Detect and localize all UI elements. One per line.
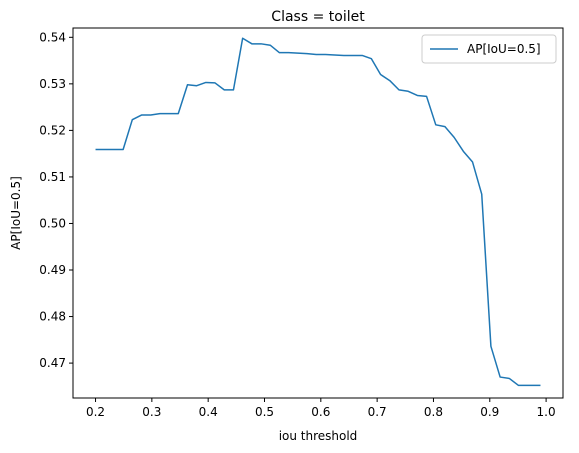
chart-title: Class = toilet: [271, 9, 365, 25]
plot-frame: [72, 27, 564, 399]
series-lines: [95, 37, 541, 387]
x-tick-label: 0.2: [86, 405, 105, 419]
x-tick-label: 0.3: [142, 405, 161, 419]
legend-box: [421, 34, 557, 64]
x-tick-label: 1.0: [537, 405, 556, 419]
y-axis: 0.47 0.48 0.49 0.50 0.51 0.52 0.53 0.54: [39, 30, 73, 370]
x-tick-label: 0.6: [311, 405, 330, 419]
y-tick-label: 0.51: [39, 170, 66, 184]
x-tick-label: 0.8: [424, 405, 443, 419]
y-axis-label: AP[IoU=0.5]: [9, 176, 23, 250]
x-axis: 0.2 0.3 0.4 0.5 0.6 0.7 0.8 0.9 1.0: [86, 398, 556, 419]
x-tick-label: 0.5: [255, 405, 274, 419]
y-tick-label: 0.54: [39, 30, 66, 44]
y-tick-label: 0.52: [39, 123, 66, 137]
legend-label: AP[IoU=0.5]: [467, 42, 541, 56]
x-tick-label: 0.7: [368, 405, 387, 419]
y-tick-label: 0.48: [39, 310, 66, 324]
y-tick-label: 0.49: [39, 263, 66, 277]
x-axis-label: iou threshold: [279, 429, 358, 443]
series-line: [95, 37, 541, 387]
y-tick-label: 0.47: [39, 356, 66, 370]
legend: AP[IoU=0.5]: [421, 34, 557, 64]
y-tick-label: 0.53: [39, 77, 66, 91]
x-tick-label: 0.4: [199, 405, 218, 419]
y-tick-label: 0.50: [39, 216, 66, 230]
x-tick-label: 0.9: [480, 405, 499, 419]
